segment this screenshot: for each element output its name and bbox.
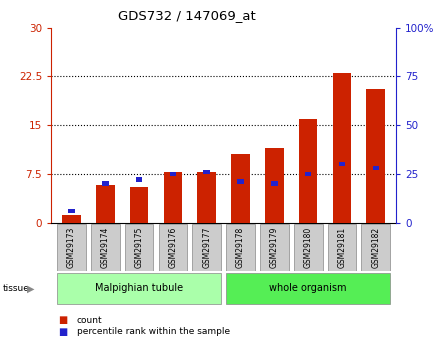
- Text: GSM29180: GSM29180: [303, 227, 313, 268]
- Bar: [170, 171, 176, 176]
- Bar: [130, 187, 148, 223]
- Text: GDS732 / 147069_at: GDS732 / 147069_at: [118, 9, 256, 22]
- Bar: [62, 215, 81, 223]
- Bar: [96, 185, 114, 223]
- FancyBboxPatch shape: [158, 224, 187, 271]
- Text: ■: ■: [58, 327, 67, 337]
- Text: GSM29174: GSM29174: [101, 227, 110, 268]
- Text: whole organism: whole organism: [269, 283, 347, 293]
- Bar: [203, 170, 210, 174]
- Bar: [102, 181, 109, 186]
- Bar: [271, 181, 278, 186]
- FancyBboxPatch shape: [57, 224, 86, 271]
- Text: GSM29175: GSM29175: [134, 227, 144, 268]
- Text: GSM29181: GSM29181: [337, 227, 347, 268]
- Text: Malpighian tubule: Malpighian tubule: [95, 283, 183, 293]
- Bar: [333, 73, 351, 223]
- Bar: [299, 119, 317, 223]
- Bar: [265, 148, 283, 223]
- FancyBboxPatch shape: [57, 273, 221, 304]
- Bar: [68, 209, 75, 213]
- FancyBboxPatch shape: [192, 224, 221, 271]
- Bar: [339, 162, 345, 166]
- Bar: [198, 172, 216, 223]
- Text: GSM29182: GSM29182: [371, 227, 380, 268]
- FancyBboxPatch shape: [361, 224, 390, 271]
- Text: GSM29177: GSM29177: [202, 227, 211, 268]
- Bar: [164, 172, 182, 223]
- Text: GSM29179: GSM29179: [270, 227, 279, 268]
- FancyBboxPatch shape: [226, 273, 390, 304]
- Text: GSM29173: GSM29173: [67, 227, 76, 268]
- FancyBboxPatch shape: [260, 224, 289, 271]
- FancyBboxPatch shape: [294, 224, 323, 271]
- Bar: [367, 89, 385, 223]
- Text: GSM29176: GSM29176: [168, 227, 178, 268]
- Text: percentile rank within the sample: percentile rank within the sample: [77, 327, 230, 336]
- Bar: [237, 179, 244, 184]
- Text: ▶: ▶: [27, 284, 34, 294]
- FancyBboxPatch shape: [328, 224, 356, 271]
- Bar: [372, 166, 379, 170]
- FancyBboxPatch shape: [125, 224, 154, 271]
- FancyBboxPatch shape: [226, 224, 255, 271]
- FancyBboxPatch shape: [91, 224, 120, 271]
- Bar: [305, 171, 312, 176]
- Bar: [136, 177, 142, 182]
- Text: ■: ■: [58, 315, 67, 325]
- Text: count: count: [77, 316, 102, 325]
- Text: tissue: tissue: [2, 284, 29, 293]
- Text: GSM29178: GSM29178: [236, 227, 245, 268]
- Bar: [231, 154, 250, 223]
